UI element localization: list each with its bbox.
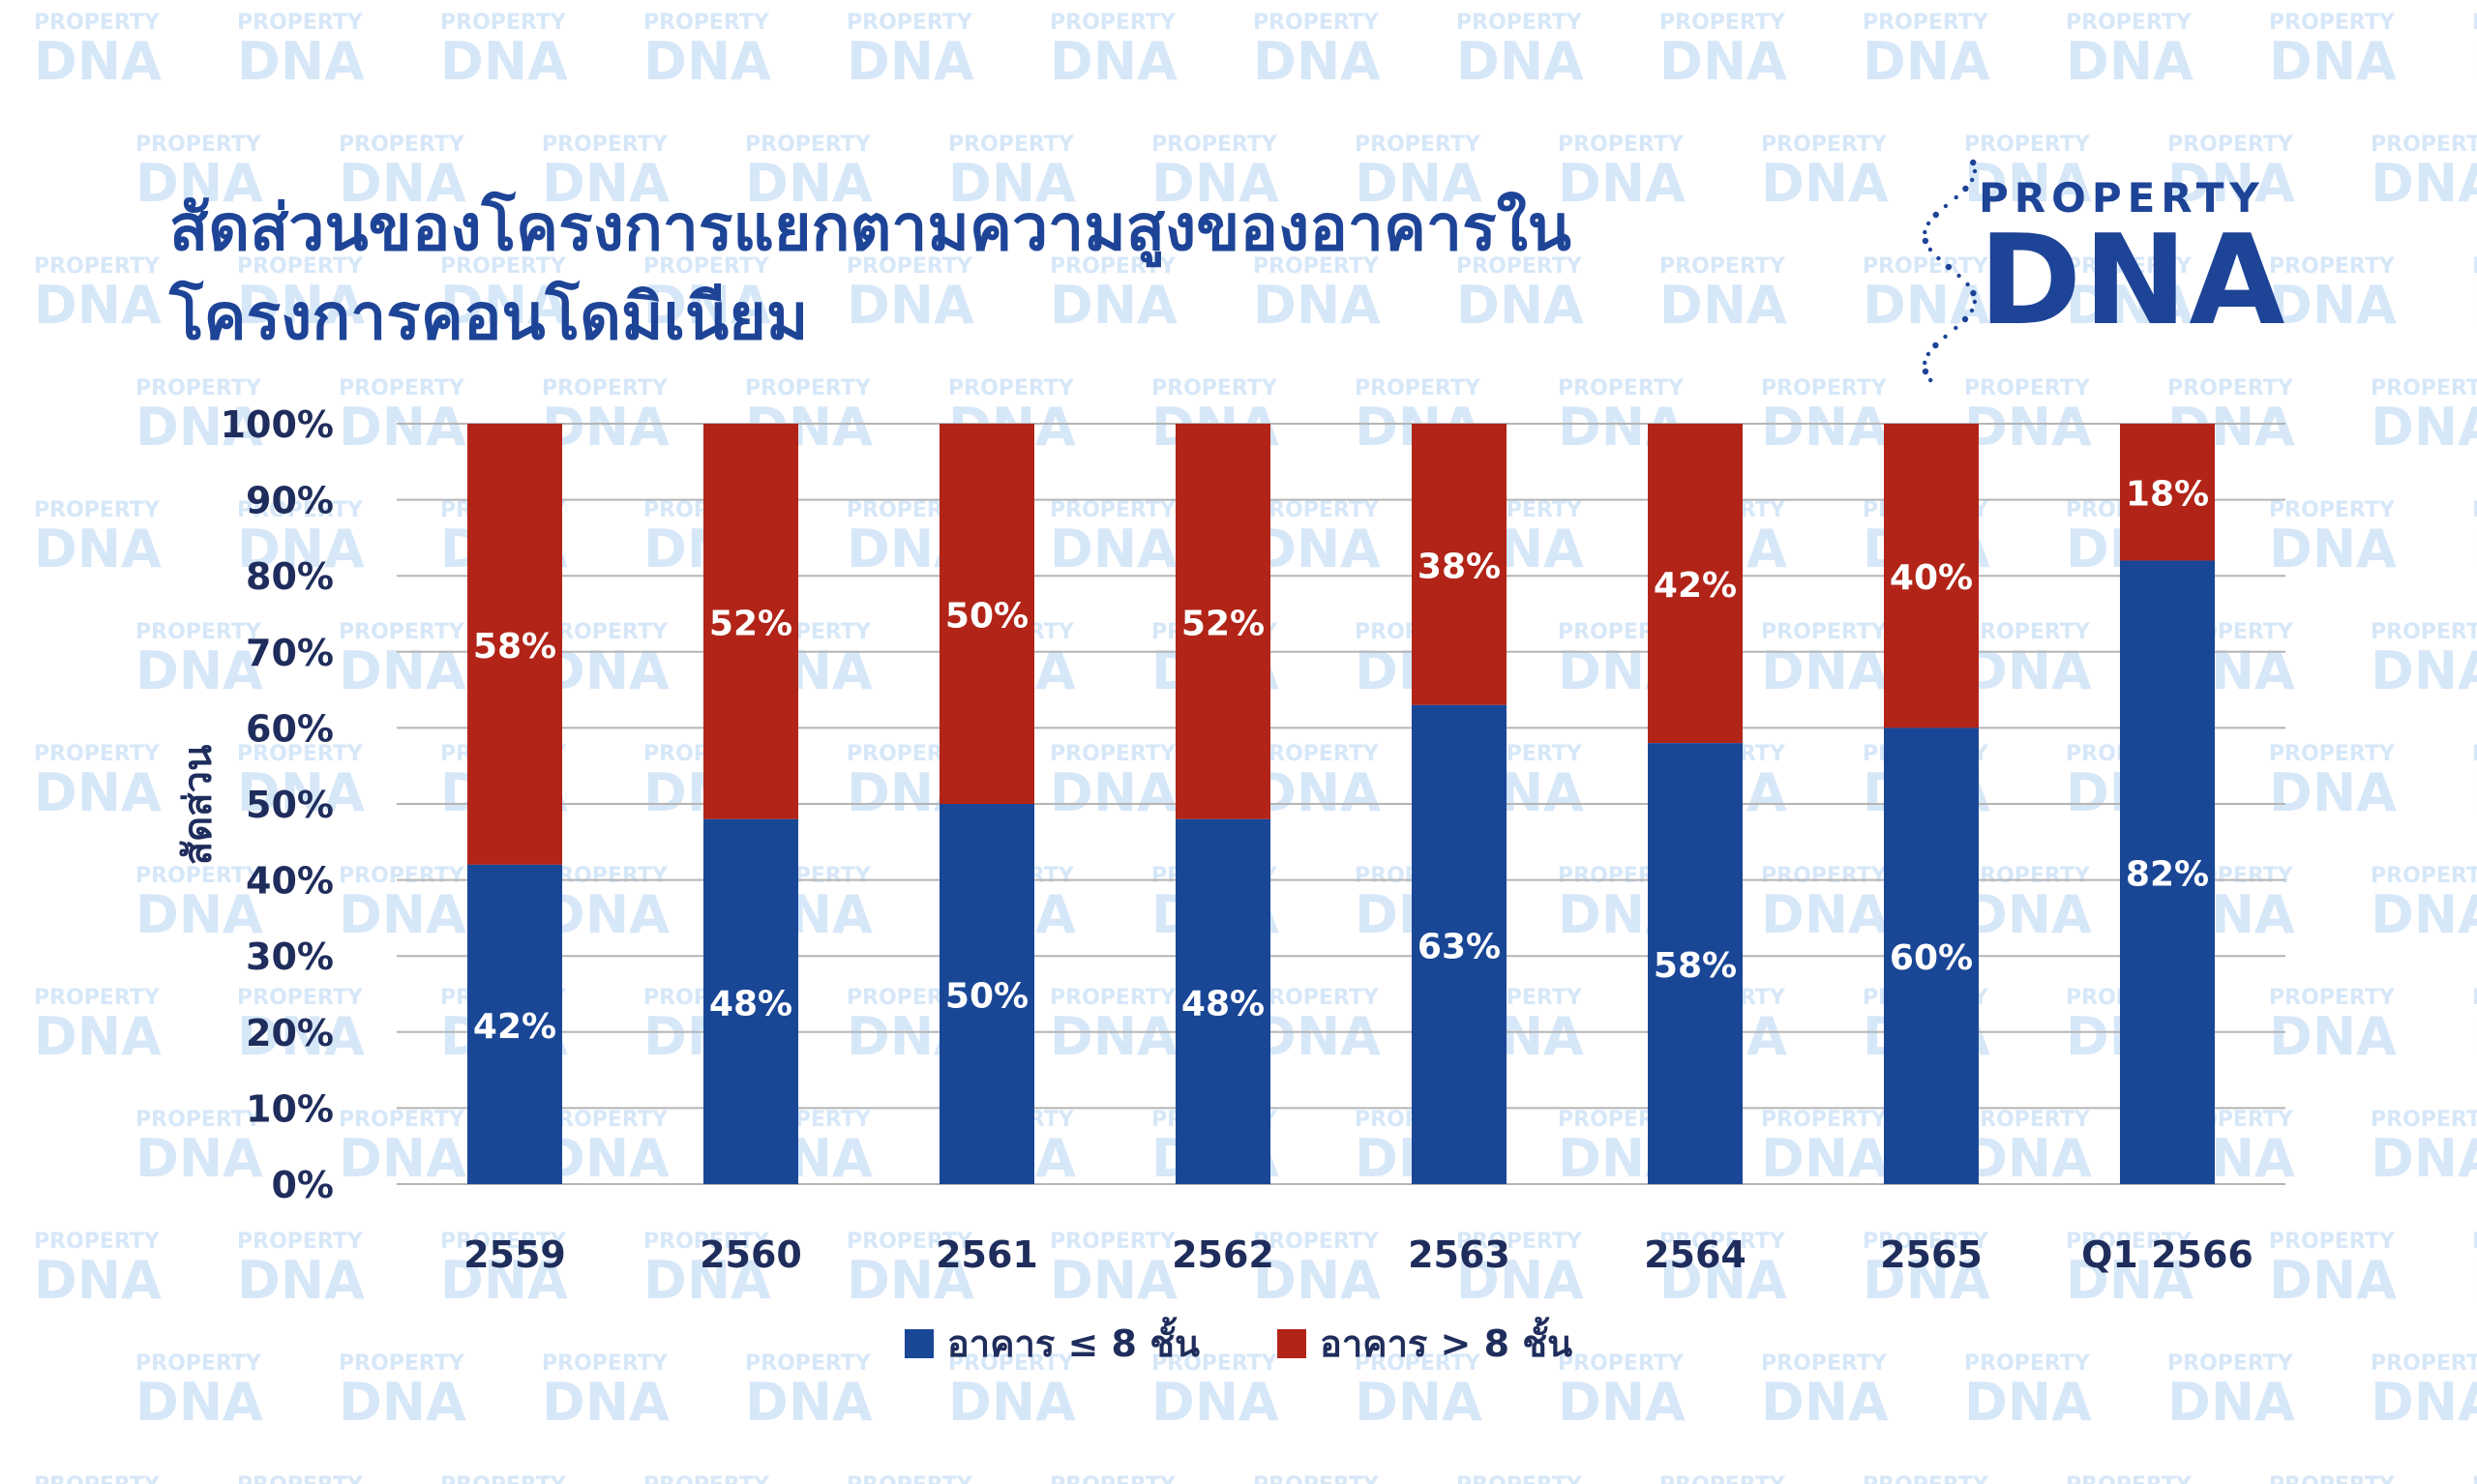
- data-label-high-rise: 18%: [2126, 475, 2209, 515]
- legend-swatch-high-rise: [1277, 1329, 1306, 1358]
- y-tick-label: 0%: [271, 1164, 334, 1206]
- data-label-high-rise: 52%: [1181, 604, 1265, 643]
- x-tick-label: 2560: [700, 1233, 802, 1276]
- data-label-high-rise: 58%: [473, 627, 556, 667]
- grid-lines: [397, 424, 2285, 1184]
- y-tick-label: 80%: [246, 555, 334, 598]
- y-axis-tick-labels: 0% 10% 20% 30% 40% 50% 60% 70% 80% 90% 100%: [221, 403, 334, 1206]
- data-label-low-rise: 82%: [2126, 855, 2209, 895]
- y-tick-label: 70%: [246, 632, 334, 674]
- legend-item-low-rise: อาคาร ≤ 8 ชั้น: [905, 1314, 1200, 1373]
- x-axis-tick-labels: 2559 2560 2561 2562 2563 2564 2565 Q1 2566: [463, 1233, 2253, 1276]
- data-label-low-rise: 48%: [1181, 984, 1265, 1024]
- legend-swatch-low-rise: [905, 1329, 934, 1358]
- y-tick-label: 10%: [246, 1087, 334, 1130]
- legend-label-high-rise: อาคาร > 8 ชั้น: [1320, 1314, 1572, 1373]
- stacked-bar-chart: 0% 10% 20% 30% 40% 50% 60% 70% 80% 90% 100% 42% 58%…: [0, 0, 2477, 1484]
- data-label-high-rise: 50%: [945, 597, 1029, 637]
- x-tick-label: Q1 2566: [2081, 1233, 2253, 1276]
- y-tick-label: 30%: [246, 935, 334, 978]
- data-label-low-rise: 42%: [473, 1007, 556, 1047]
- legend-item-high-rise: อาคาร > 8 ชั้น: [1277, 1314, 1572, 1373]
- y-tick-label: 90%: [246, 480, 334, 522]
- y-tick-label: 20%: [246, 1012, 334, 1054]
- x-tick-label: 2564: [1644, 1233, 1746, 1276]
- x-tick-label: 2561: [936, 1233, 1038, 1276]
- legend-label-low-rise: อาคาร ≤ 8 ชั้น: [947, 1314, 1200, 1373]
- data-label-low-rise: 48%: [709, 984, 792, 1024]
- y-tick-label: 40%: [246, 860, 334, 903]
- x-tick-label: 2565: [1880, 1233, 1983, 1276]
- data-label-low-rise: 50%: [945, 977, 1029, 1017]
- data-label-high-rise: 42%: [1654, 566, 1737, 606]
- data-label-high-rise: 52%: [709, 604, 792, 643]
- data-label-high-rise: 38%: [1418, 547, 1501, 586]
- y-axis-label: สัดส่วน: [176, 745, 221, 866]
- x-tick-label: 2562: [1172, 1233, 1274, 1276]
- x-tick-label: 2559: [463, 1233, 566, 1276]
- y-tick-label: 60%: [246, 707, 334, 750]
- y-tick-label: 50%: [246, 784, 334, 826]
- legend: อาคาร ≤ 8 ชั้น อาคาร > 8 ชั้น: [0, 1314, 2477, 1373]
- x-tick-label: 2563: [1408, 1233, 1510, 1276]
- y-tick-label: 100%: [221, 403, 334, 446]
- data-label-low-rise: 58%: [1654, 946, 1737, 986]
- data-label-low-rise: 60%: [1890, 938, 1973, 978]
- data-label-low-rise: 63%: [1418, 927, 1501, 966]
- data-label-high-rise: 40%: [1890, 558, 1973, 598]
